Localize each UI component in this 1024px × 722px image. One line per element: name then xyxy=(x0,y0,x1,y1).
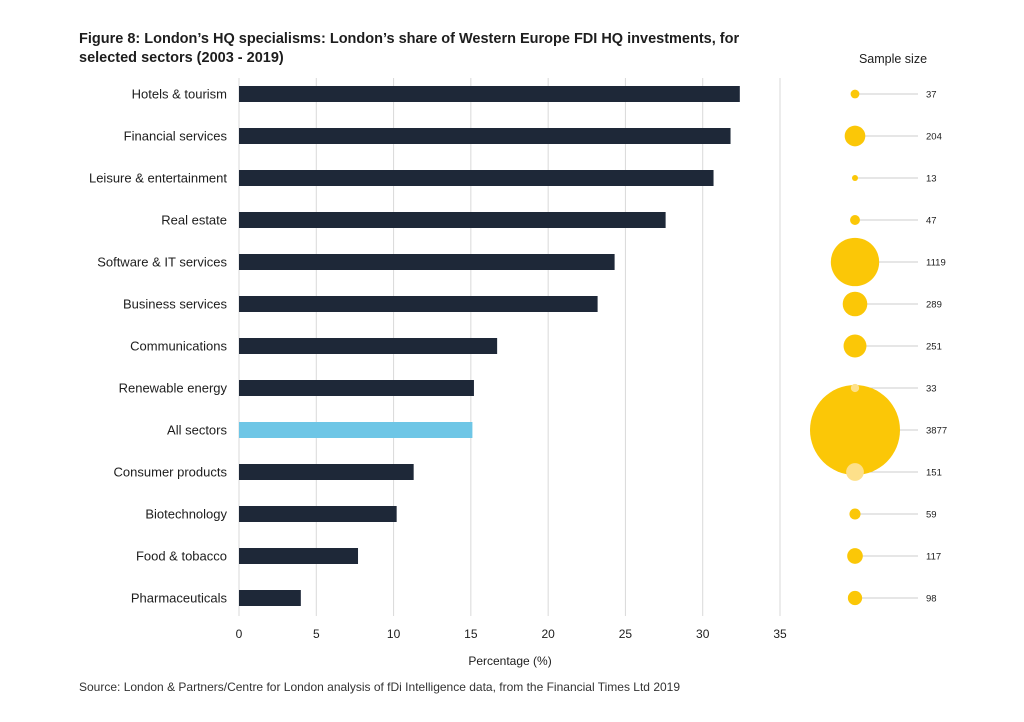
category-label: Hotels & tourism xyxy=(132,87,227,102)
x-tick-label: 35 xyxy=(773,627,787,641)
sample-bubbles xyxy=(810,89,900,606)
bar xyxy=(239,86,740,102)
sample-label: 59 xyxy=(926,510,937,521)
category-label: Leisure & entertainment xyxy=(89,171,227,186)
bar xyxy=(239,128,731,144)
sample-bubble xyxy=(843,334,867,358)
bar xyxy=(239,548,359,564)
bar xyxy=(239,464,414,480)
category-label: Business services xyxy=(123,297,228,312)
sample-size-title: Sample size xyxy=(859,52,927,66)
sample-label: 251 xyxy=(926,342,942,353)
sample-bubble xyxy=(847,548,863,564)
sample-bubble xyxy=(810,385,900,475)
bar xyxy=(239,506,397,522)
sample-label: 289 xyxy=(926,300,942,311)
x-tick-label: 25 xyxy=(619,627,633,641)
category-label: Renewable energy xyxy=(119,381,228,396)
bar xyxy=(239,170,714,186)
x-axis-title: Percentage (%) xyxy=(468,654,551,668)
sample-label: 47 xyxy=(926,216,937,227)
sample-label: 33 xyxy=(926,384,937,395)
chart-title: Figure 8: London’s HQ specialisms: Londo… xyxy=(79,31,740,66)
sample-label: 151 xyxy=(926,468,942,479)
sample-bubble xyxy=(830,237,880,287)
sample-label: 204 xyxy=(926,132,942,143)
category-label: All sectors xyxy=(167,423,227,438)
sample-bubble xyxy=(847,590,863,606)
sample-label: 13 xyxy=(926,174,937,185)
x-tick-label: 30 xyxy=(696,627,710,641)
sample-label: 98 xyxy=(926,594,937,605)
category-label: Consumer products xyxy=(114,465,228,480)
sample-label: 3877 xyxy=(926,426,947,437)
bar xyxy=(239,212,666,228)
x-axis-ticks: 0 5 10 15 20 25 30 35 xyxy=(236,627,787,641)
bar xyxy=(239,422,473,438)
source-note: Source: London & Partners/Centre for Lon… xyxy=(79,680,681,694)
category-label: Communications xyxy=(130,339,227,354)
x-tick-label: 15 xyxy=(464,627,478,641)
category-label: Financial services xyxy=(124,129,228,144)
category-label: Real estate xyxy=(161,213,227,228)
sample-bubble xyxy=(849,508,861,520)
sample-label: 117 xyxy=(926,552,941,563)
sample-bubble xyxy=(844,125,866,147)
bars xyxy=(239,86,740,606)
x-tick-label: 5 xyxy=(313,627,320,641)
sample-bubble xyxy=(842,291,868,317)
sample-bubble xyxy=(852,175,858,181)
sample-bubble xyxy=(850,383,860,393)
category-label: Software & IT services xyxy=(97,255,227,270)
bar xyxy=(239,590,301,606)
sample-labels: 37 204 13 47 1119 289 251 33 3877 151 59 117 98 xyxy=(926,90,947,605)
sample-label: 1119 xyxy=(926,258,946,269)
x-tick-label: 10 xyxy=(387,627,401,641)
category-label: Biotechnology xyxy=(145,507,227,522)
category-label: Pharmaceuticals xyxy=(131,591,228,606)
bar xyxy=(239,338,498,354)
sample-bubble xyxy=(846,463,864,481)
category-label: Food & tobacco xyxy=(136,549,227,564)
category-labels: Hotels & tourism Financial services Leisur… xyxy=(89,87,228,606)
sample-label: 37 xyxy=(926,90,937,101)
bar xyxy=(239,380,474,396)
sample-bubble xyxy=(850,89,860,99)
x-tick-label: 0 xyxy=(236,627,243,641)
bar xyxy=(239,296,598,312)
x-tick-label: 20 xyxy=(541,627,555,641)
bar xyxy=(239,254,615,270)
sample-bubble xyxy=(850,215,860,225)
